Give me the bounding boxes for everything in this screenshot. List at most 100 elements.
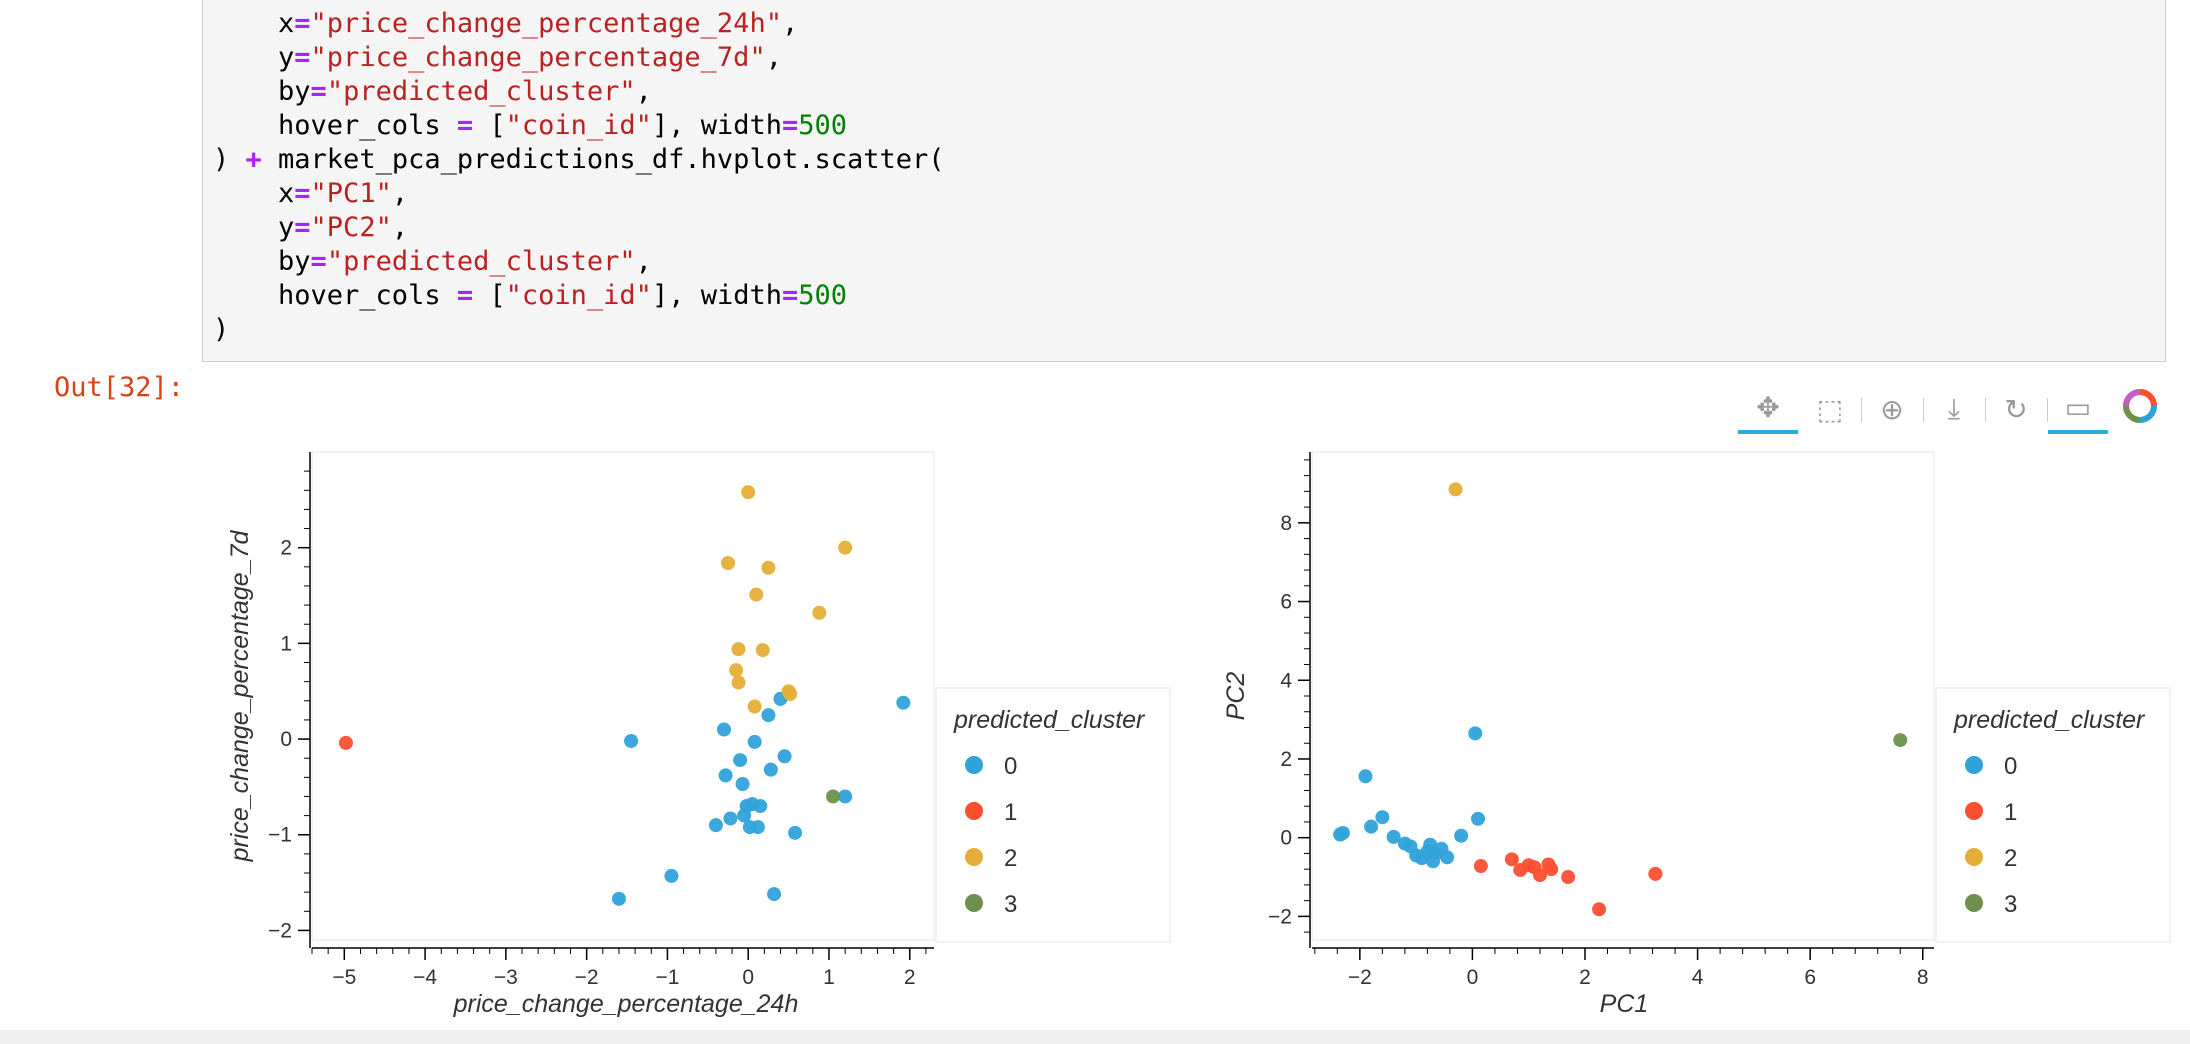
data-point-cluster-2: [755, 643, 770, 658]
download-icon: ⤓: [1947, 392, 1961, 424]
toolbar-separator: [1985, 398, 1986, 422]
legend-label: 2: [2004, 845, 2017, 872]
data-point-cluster-2: [749, 587, 764, 602]
pan-tool-button[interactable]: ✥: [1738, 384, 1798, 434]
x-tick-label: 2: [1579, 966, 1591, 989]
code-token: =: [456, 110, 474, 141]
data-point-cluster-0: [763, 762, 778, 777]
data-point-cluster-2: [747, 699, 762, 714]
data-point-cluster-0: [1364, 819, 1379, 834]
code-cell[interactable]: x="price_change_percentage_24h", y="pric…: [202, 0, 2166, 362]
toolbar-separator: [1861, 398, 1862, 422]
code-token: "PC2": [310, 212, 392, 243]
y-tick-label: −2: [268, 919, 292, 942]
y-tick-label: 1: [280, 632, 292, 655]
data-point-cluster-0: [761, 708, 776, 723]
x-tick-label: 1: [823, 966, 835, 989]
code-token: [: [473, 280, 506, 311]
plot-frame: [311, 451, 935, 941]
data-point-cluster-2: [812, 605, 827, 620]
data-point-cluster-0: [716, 722, 731, 737]
wheel-zoom-icon: ⊕: [1880, 393, 1904, 425]
y-axis-label: PC2: [1222, 672, 1250, 721]
data-point-cluster-1: [1532, 868, 1547, 883]
data-point-cluster-2: [741, 485, 756, 500]
code-token: =: [294, 212, 311, 243]
code-token: ,: [635, 246, 652, 277]
data-point-cluster-0: [664, 868, 679, 883]
data-point-cluster-0: [777, 749, 792, 764]
legend-marker-3: [965, 894, 983, 912]
code-line: x="PC1",: [213, 177, 408, 211]
data-point-cluster-0: [1358, 769, 1373, 784]
x-axis-label: price_change_percentage_24h: [453, 990, 799, 1018]
y-tick-label: 2: [280, 537, 292, 560]
data-point-cluster-0: [624, 733, 639, 748]
data-point-cluster-0: [767, 887, 782, 902]
data-point-cluster-0: [838, 789, 853, 804]
code-token: =: [781, 280, 799, 311]
code-token: hover_cols: [213, 110, 457, 141]
legend-marker-2: [1965, 848, 1983, 866]
data-point-cluster-0: [733, 753, 748, 768]
data-point-cluster-0: [1440, 850, 1455, 865]
code-line: ) + market_pca_predictions_df.hvplot.sca…: [213, 143, 945, 177]
code-token: =: [294, 42, 311, 73]
code-line: y="PC2",: [213, 211, 408, 245]
data-point-cluster-1: [1504, 852, 1519, 867]
reset-tool-button[interactable]: ↻: [1986, 384, 2046, 434]
legend-marker-0: [1965, 756, 1983, 774]
legend-title: predicted_cluster: [1953, 706, 2146, 734]
data-point-cluster-0: [753, 799, 768, 814]
data-point-cluster-2: [783, 687, 798, 702]
code-token: "coin_id": [505, 280, 652, 311]
data-point-cluster-1: [1473, 859, 1488, 874]
data-point-cluster-0: [611, 891, 626, 906]
data-point-cluster-0: [735, 777, 750, 792]
data-point-cluster-2: [731, 675, 746, 690]
code-token: =: [456, 280, 474, 311]
hover-tool-button[interactable]: ▭: [2048, 384, 2108, 434]
legend-label: 1: [1004, 799, 1017, 826]
data-point-cluster-2: [1448, 482, 1463, 497]
bokeh-logo-button[interactable]: [2110, 384, 2170, 434]
code-token: ,: [765, 42, 782, 73]
code-token: =: [781, 110, 799, 141]
x-tick-label: 4: [1692, 966, 1704, 989]
data-point-cluster-3: [1893, 733, 1908, 748]
save-tool-button[interactable]: ⤓: [1924, 384, 1984, 434]
code-token: 500: [798, 110, 848, 141]
code-token: "coin_id": [505, 110, 652, 141]
x-tick-label: −3: [494, 966, 518, 989]
code-token: "price_change_percentage_7d": [310, 42, 766, 73]
y-tick-label: −1: [268, 824, 292, 847]
code-line: hover_cols = ["coin_id"], width=500: [213, 279, 847, 313]
data-point-cluster-0: [1468, 726, 1483, 741]
horizontal-scrollbar[interactable]: [0, 1030, 2190, 1044]
y-axis-label: price_change_percentage_7d: [226, 529, 254, 862]
y-tick-label: 0: [280, 728, 292, 751]
data-point-cluster-1: [1544, 862, 1559, 877]
code-token: [: [473, 110, 506, 141]
code-token: by: [213, 76, 311, 107]
code-line: x="price_change_percentage_24h",: [213, 7, 798, 41]
box-zoom-tool-button[interactable]: ⬚: [1800, 384, 1860, 434]
x-tick-label: 2: [904, 966, 916, 989]
legend-label: 1: [2004, 799, 2017, 826]
code-token: y: [213, 42, 295, 73]
code-token: ,: [391, 178, 409, 209]
data-point-cluster-0: [718, 768, 733, 783]
data-point-cluster-0: [1375, 810, 1390, 825]
legend-title: predicted_cluster: [953, 706, 1146, 734]
bokeh-logo-icon: [2122, 388, 2158, 431]
legend-label: 0: [2004, 753, 2017, 780]
toolbar-separator: [2047, 398, 2048, 422]
y-tick-label: 0: [1280, 827, 1292, 850]
x-tick-label: −2: [575, 966, 599, 989]
y-tick-label: 2: [1280, 748, 1292, 771]
code-token: +: [245, 144, 262, 175]
code-token: ], width: [651, 280, 782, 311]
wheel-zoom-tool-button[interactable]: ⊕: [1862, 384, 1922, 434]
code-token: ): [213, 144, 246, 175]
